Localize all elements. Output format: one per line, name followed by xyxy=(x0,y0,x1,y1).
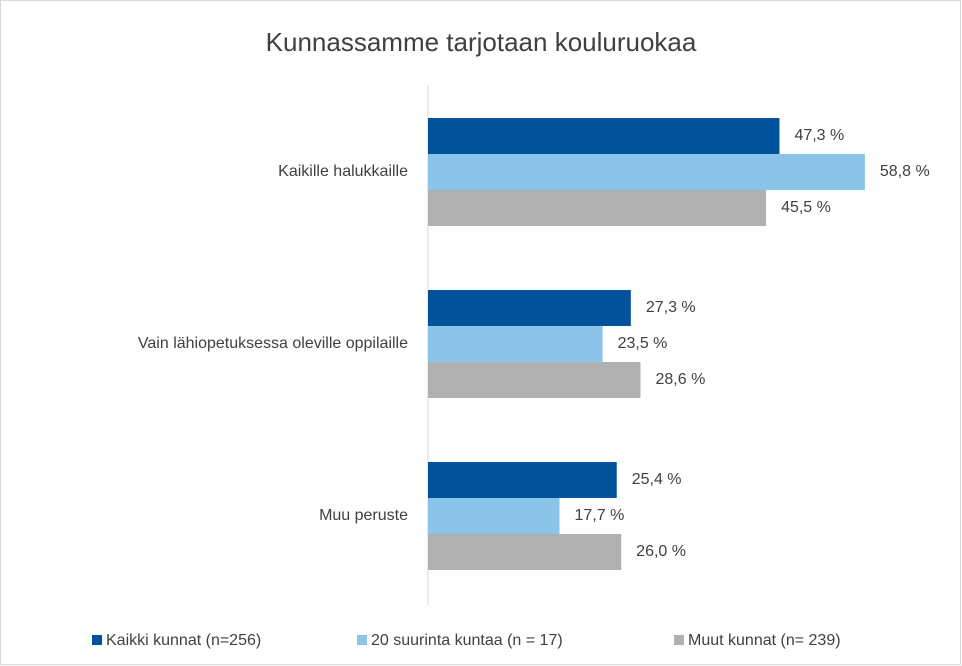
data-label: 47,3 % xyxy=(794,127,844,144)
data-label: 45,5 % xyxy=(781,199,831,216)
data-label: 58,8 % xyxy=(880,163,930,180)
legend-label: Kaikki kunnat (n=256) xyxy=(106,632,261,649)
data-label: 26,0 % xyxy=(636,543,686,560)
data-label: 23,5 % xyxy=(618,335,668,352)
legend-swatch xyxy=(357,635,367,645)
bar xyxy=(428,534,622,570)
legend-label: Muut kunnat (n= 239) xyxy=(688,632,841,649)
bar xyxy=(428,190,767,226)
bar xyxy=(428,290,631,326)
bar xyxy=(428,462,617,498)
bar xyxy=(428,154,865,190)
data-label: 17,7 % xyxy=(575,507,625,524)
bar xyxy=(428,498,560,534)
bar xyxy=(428,362,641,398)
bar xyxy=(428,326,603,362)
data-label: 28,6 % xyxy=(655,371,705,388)
data-label: 27,3 % xyxy=(646,299,696,316)
legend-swatch xyxy=(92,635,102,645)
legend-swatch xyxy=(674,635,684,645)
category-label: Kaikille halukkaille xyxy=(278,163,408,180)
data-label: 25,4 % xyxy=(632,471,682,488)
category-label: Muu peruste xyxy=(319,507,408,524)
chart-title: Kunnassamme tarjotaan kouluruokaa xyxy=(266,27,697,57)
bar xyxy=(428,118,780,154)
legend-label: 20 suurinta kuntaa (n = 17) xyxy=(371,632,563,649)
category-label: Vain lähiopetuksessa oleville oppilaille xyxy=(138,335,408,352)
